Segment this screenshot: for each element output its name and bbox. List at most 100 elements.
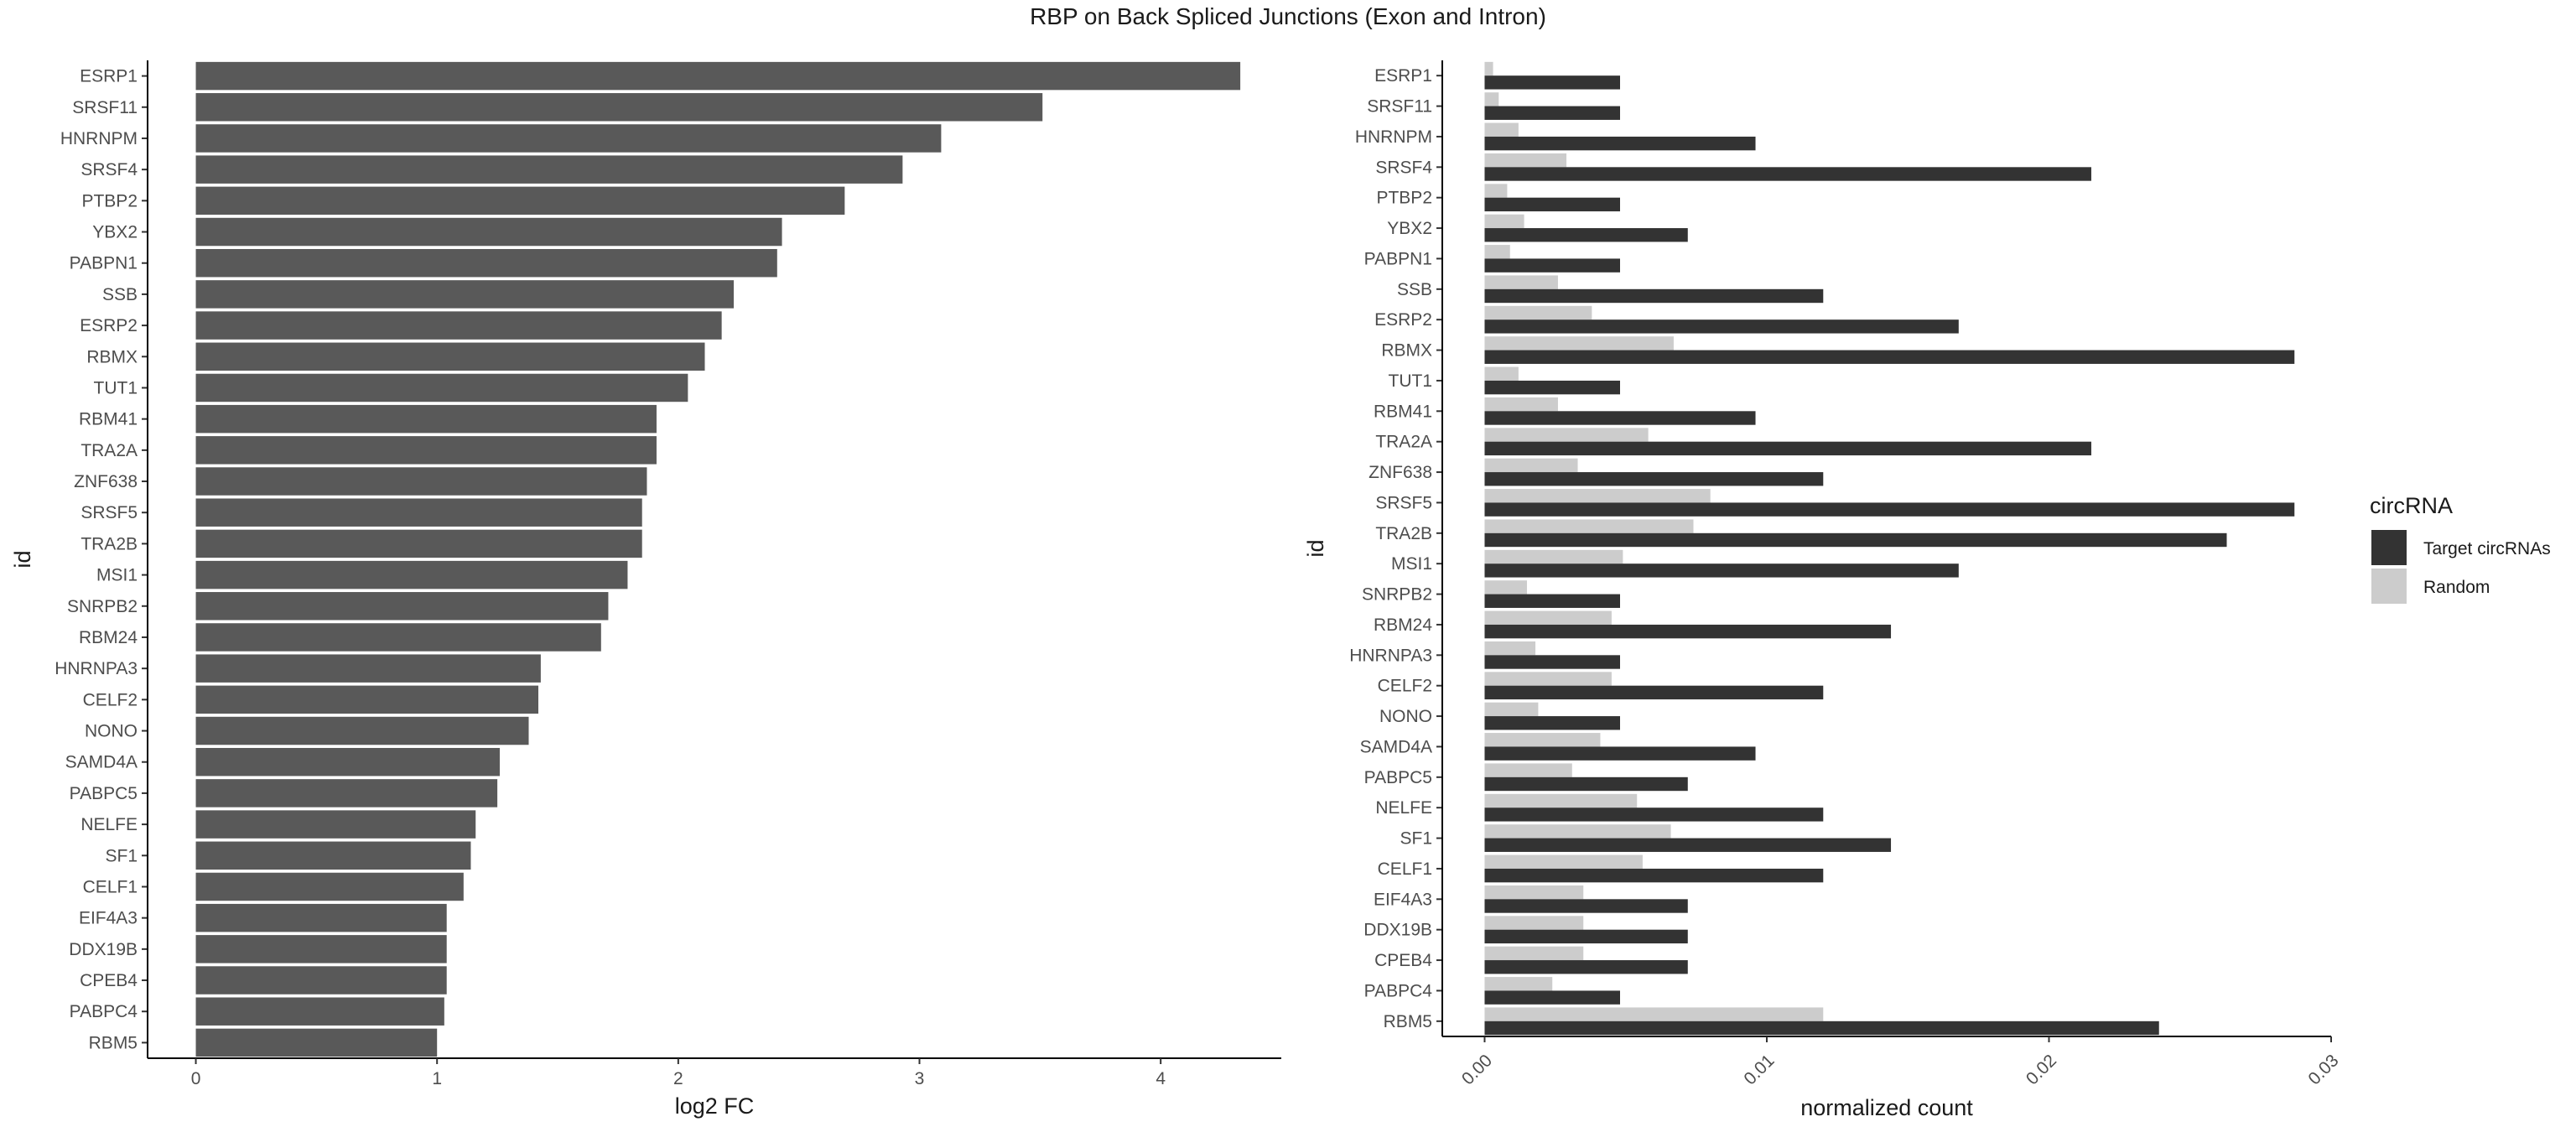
- y-tick-label: TRA2B: [80, 534, 138, 553]
- y-tick-label: TUT1: [94, 378, 138, 397]
- y-tick-label: SAMD4A: [65, 753, 138, 772]
- y-tick-label: RBM24: [79, 628, 138, 647]
- bar-random-rbm24: [1484, 610, 1612, 625]
- y-tick-label: NELFE: [1375, 798, 1432, 818]
- x-tick-label: 0: [191, 1069, 201, 1088]
- bar-target-rbm24: [1484, 624, 1892, 639]
- bar-random-ptbp2: [1484, 184, 1508, 198]
- bar-celf2: [195, 685, 539, 714]
- x-tick-label: 4: [1156, 1069, 1166, 1088]
- bar-target-znf638: [1484, 472, 1824, 486]
- legend-label-target: Target circRNAs: [2423, 539, 2551, 558]
- y-tick-label: RBMX: [86, 347, 138, 366]
- bar-target-nono: [1484, 716, 1620, 730]
- x-axis-title: normalized count: [1800, 1095, 1973, 1120]
- y-tick-label: SRSF11: [1367, 97, 1432, 117]
- y-tick-label: HNRNPA3: [1349, 646, 1432, 665]
- y-tick-label: RBM41: [1374, 402, 1432, 421]
- y-tick-label: CPEB4: [1374, 951, 1432, 970]
- bar-random-tra2b: [1484, 519, 1694, 533]
- y-tick-label: CPEB4: [80, 971, 138, 990]
- bar-random-celf2: [1484, 672, 1612, 686]
- y-tick-label: CELF1: [83, 877, 138, 896]
- bar-random-cpeb4: [1484, 946, 1584, 961]
- y-tick-label: PABPN1: [70, 254, 138, 273]
- bar-target-nelfe: [1484, 808, 1824, 822]
- bar-target-pabpc5: [1484, 776, 1688, 792]
- bar-target-srsf4: [1484, 167, 2091, 181]
- bar-tra2b: [195, 529, 642, 558]
- bar-random-srsf4: [1484, 153, 1567, 168]
- bar-srsf11: [195, 93, 1043, 122]
- legend-title: circRNA: [2370, 493, 2453, 518]
- bar-hnrnpa3: [195, 654, 541, 683]
- bar-target-eif4a3: [1484, 899, 1688, 913]
- y-tick-label: NELFE: [80, 815, 138, 834]
- bar-nelfe: [195, 810, 476, 839]
- bar-random-znf638: [1484, 458, 1578, 473]
- legend-swatch-random: [2371, 569, 2407, 604]
- bar-nono: [195, 716, 529, 745]
- y-tick-label: SNRPB2: [1362, 585, 1432, 605]
- y-tick-label: PABPN1: [1364, 249, 1432, 268]
- y-tick-label: SSB: [1397, 280, 1432, 299]
- bar-target-cpeb4: [1484, 960, 1688, 974]
- y-tick-label: PTBP2: [1376, 189, 1432, 208]
- bar-snrpb2: [195, 592, 609, 621]
- bar-eif4a3: [195, 903, 447, 932]
- figure-title: RBP on Back Spliced Junctions (Exon and …: [1030, 3, 1546, 29]
- x-tick-label: 0.00: [1458, 1051, 1496, 1088]
- y-tick-label: HNRNPM: [1355, 127, 1432, 147]
- bar-celf1: [195, 872, 464, 901]
- bar-target-sf1: [1484, 838, 1892, 852]
- bar-target-msi1: [1484, 564, 1959, 578]
- y-tick-label: YBX2: [92, 223, 138, 242]
- bar-target-rbmx: [1484, 350, 2295, 364]
- y-tick-label: PABPC5: [70, 784, 138, 803]
- bar-msi1: [195, 560, 628, 589]
- bar-random-esrp2: [1484, 305, 1592, 320]
- y-tick-label: RBM41: [79, 410, 138, 429]
- bar-random-rbm5: [1484, 1007, 1824, 1021]
- bar-random-pabpc5: [1484, 763, 1572, 777]
- y-tick-label: SAMD4A: [1360, 737, 1432, 756]
- y-tick-label: DDX19B: [69, 940, 138, 959]
- bar-rbm5: [195, 1028, 438, 1057]
- y-tick-label: SSB: [102, 285, 138, 304]
- y-tick-label: HNRNPM: [60, 129, 138, 148]
- bar-tra2a: [195, 436, 657, 465]
- y-tick-label: SNRPB2: [67, 597, 138, 616]
- y-tick-label: TRA2A: [1375, 433, 1432, 452]
- bar-random-ssb: [1484, 275, 1558, 289]
- bar-srsf5: [195, 498, 642, 527]
- bar-random-pabpn1: [1484, 245, 1510, 259]
- y-tick-label: SF1: [1400, 829, 1432, 849]
- bar-target-hnrnpm: [1484, 136, 1756, 151]
- y-tick-label: SF1: [105, 846, 138, 865]
- bar-rbmx: [195, 342, 705, 371]
- y-tick-label: PABPC5: [1364, 768, 1432, 787]
- y-axis-title: id: [1303, 539, 1328, 557]
- x-tick-label: 1: [432, 1069, 442, 1088]
- y-tick-label: TRA2B: [1375, 524, 1432, 543]
- bar-random-snrpb2: [1484, 580, 1527, 595]
- bar-random-nono: [1484, 702, 1539, 717]
- bar-target-ssb: [1484, 288, 1824, 304]
- x-tick-label: 2: [673, 1069, 683, 1088]
- y-tick-label: ESRP1: [80, 67, 138, 86]
- y-tick-label: TRA2A: [80, 441, 138, 460]
- y-tick-label: SRSF4: [1375, 158, 1432, 177]
- y-tick-label: ZNF638: [1368, 463, 1432, 482]
- bar-random-celf1: [1484, 854, 1643, 869]
- bar-target-celf2: [1484, 685, 1824, 700]
- bar-random-samd4a: [1484, 733, 1601, 747]
- bar-samd4a: [195, 747, 500, 776]
- bar-srsf4: [195, 155, 903, 184]
- bar-random-pabpc4: [1484, 977, 1553, 991]
- bar-random-esrp1: [1484, 61, 1493, 76]
- y-tick-label: SRSF4: [80, 160, 138, 179]
- bar-ybx2: [195, 217, 782, 247]
- y-tick-label: CELF2: [1378, 677, 1432, 696]
- y-tick-label: RBM24: [1374, 615, 1432, 635]
- bar-esrp2: [195, 311, 722, 340]
